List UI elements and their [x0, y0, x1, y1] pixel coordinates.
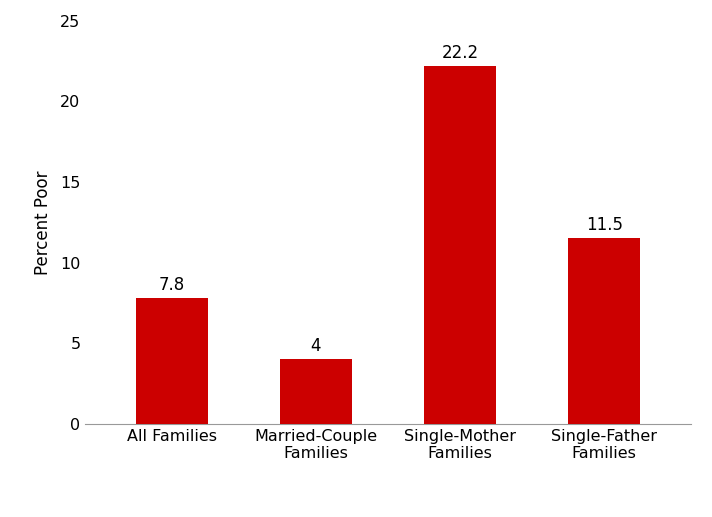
Text: 11.5: 11.5	[586, 217, 623, 234]
Bar	[568, 238, 640, 424]
Bar	[424, 66, 496, 424]
Text: 22.2: 22.2	[441, 44, 478, 62]
Bar	[280, 359, 352, 424]
Text: 7.8: 7.8	[159, 276, 185, 294]
Bar	[136, 298, 208, 424]
Y-axis label: Percent Poor: Percent Poor	[34, 170, 52, 275]
Text: 4: 4	[310, 338, 321, 355]
